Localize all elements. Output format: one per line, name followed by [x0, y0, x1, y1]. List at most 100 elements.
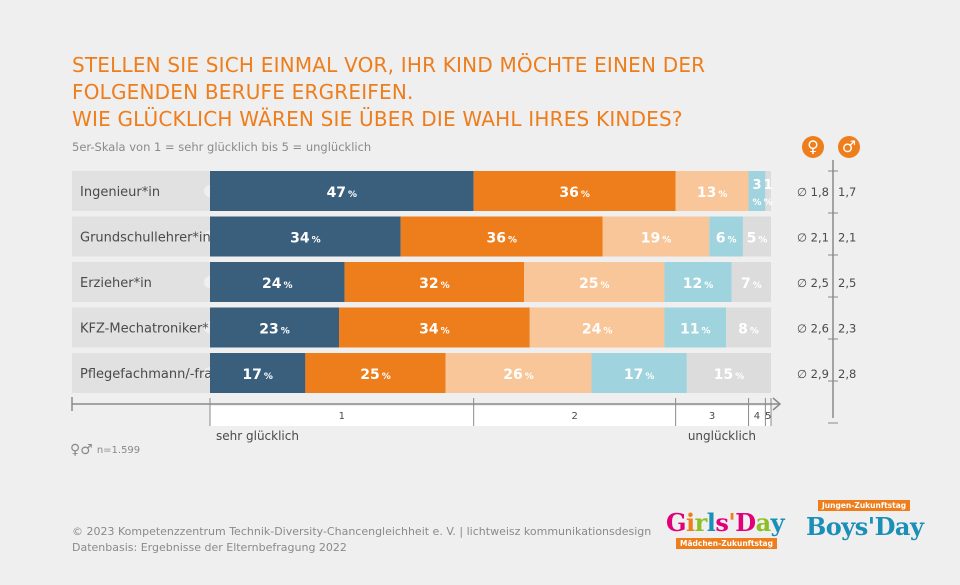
category-label: Erzieher*in — [80, 276, 152, 291]
scale-tick-label: 4 — [754, 411, 760, 422]
mean-male: 2,5 — [838, 276, 856, 290]
girls-day-letter: l — [706, 508, 716, 537]
bar-segment — [210, 171, 474, 211]
data-label: 11% — [680, 322, 711, 338]
chart-subtitle: 5er-Skala von 1 = sehr glücklich bis 5 =… — [72, 140, 372, 154]
data-label: 36% — [486, 231, 517, 247]
data-label: 26% — [503, 367, 534, 383]
data-label: 24% — [262, 276, 293, 292]
category-label: Pflegefachmann/-frau — [80, 367, 221, 382]
bar-segment — [524, 262, 665, 302]
data-label: 7% — [741, 276, 762, 292]
boys-day-wordmark: Boys'Day — [806, 512, 924, 541]
data-label: 34% — [290, 231, 321, 247]
data-source-text: Datenbasis: Ergebnisse der Elternbefragu… — [72, 541, 347, 554]
bar-segment — [529, 307, 665, 348]
bar-segment — [664, 307, 727, 348]
data-label: 17% — [242, 367, 273, 383]
scale-low-label: sehr glücklich — [216, 429, 299, 443]
girls-day-letter: i — [686, 508, 695, 537]
title-line: FOLGENDEN BERUFE ERGREIFEN. — [72, 80, 414, 104]
category-label: Grundschullehrer*in — [80, 231, 211, 246]
girls-day-letter: s — [715, 508, 729, 537]
data-label: 34% — [419, 322, 450, 338]
bar-segment — [675, 171, 749, 211]
mean-female: ∅ 2,9 — [797, 367, 829, 381]
bar-segment — [305, 353, 446, 393]
data-label: 13% — [697, 185, 728, 201]
bar-segment — [339, 307, 530, 348]
x-axis-arrow — [772, 397, 782, 411]
bar-segment — [210, 307, 340, 348]
chart-title: STELLEN SIE SICH EINMAL VOR, IHR KIND MÖ… — [72, 52, 772, 133]
mean-male: 2,3 — [838, 322, 856, 336]
mean-male: 2,1 — [838, 231, 856, 245]
gender-symbols-icon: ♀♂ — [70, 442, 93, 458]
data-label: 3 — [752, 178, 761, 193]
bar-segment — [709, 216, 743, 257]
scale-tick-label: 2 — [571, 411, 577, 422]
bar-segment — [445, 353, 592, 393]
sample-size: n=1.599 — [96, 444, 141, 456]
data-label: 1 — [764, 178, 773, 193]
scale-tick-label: 1 — [339, 411, 345, 422]
data-label: 17% — [624, 367, 655, 383]
data-label: 15% — [714, 367, 745, 383]
bar-segment — [726, 307, 771, 348]
data-label: 32% — [419, 276, 450, 292]
data-label: 12% — [683, 276, 714, 292]
boys-day-subtitle: Jungen-Zukunftstag — [818, 500, 911, 511]
bar-segment — [473, 171, 676, 211]
data-label-unit: % — [764, 198, 773, 208]
girls-day-logo: Girls'Day Mädchen-Zukunftstag — [666, 508, 785, 552]
category-label-bg — [72, 307, 210, 348]
data-label: 25% — [360, 367, 391, 383]
bar-segment — [210, 353, 306, 393]
data-label: 25% — [579, 276, 610, 292]
girls-day-wordmark: Girls'Day — [666, 508, 785, 537]
category-label-bg — [72, 262, 210, 302]
bar-segment — [765, 171, 771, 211]
data-label: 24% — [582, 322, 613, 338]
data-label: 8% — [738, 322, 759, 338]
boys-day-logo: Jungen-Zukunftstag Boys'Day — [800, 500, 924, 544]
female-icon: ♀ — [802, 136, 824, 158]
mean-male: 2,8 — [838, 367, 856, 381]
bar-segment — [664, 262, 732, 302]
category-label: Ingenieur*in — [80, 185, 160, 200]
data-label: 36% — [559, 185, 590, 201]
girls-day-letter: G — [666, 508, 687, 537]
copyright-text: © 2023 Kompetenzzentrum Technik-Diversit… — [72, 525, 652, 538]
bar-segment — [602, 216, 710, 257]
category-label: KFZ-Mechatroniker*in — [80, 322, 221, 337]
bar-segment — [731, 262, 771, 302]
bar-segment — [591, 353, 687, 393]
girls-day-letter: a — [755, 508, 772, 537]
footer: © 2023 Kompetenzzentrum Technik-Diversit… — [72, 524, 651, 556]
girls-day-subtitle: Mädchen-Zukunftstag — [676, 538, 777, 549]
bar-segment — [400, 216, 603, 257]
bar-segment — [686, 353, 771, 393]
title-line: WIE GLÜCKLICH WÄREN SIE ÜBER DIE WAHL IH… — [72, 107, 683, 131]
mean-female: ∅ 2,1 — [797, 231, 829, 245]
category-label-bg — [72, 171, 210, 211]
sample-size-note: ♀♂ n=1.599 — [70, 442, 140, 458]
mean-female: ∅ 2,5 — [797, 276, 829, 290]
girls-day-letter: r — [694, 508, 708, 537]
mean-male: 1,7 — [838, 185, 856, 199]
scale-tick-label: 3 — [709, 411, 715, 422]
mean-female: ∅ 2,6 — [797, 322, 829, 336]
bar-segment — [748, 171, 766, 211]
girls-day-letter: y — [770, 508, 785, 537]
scale-high-label: unglücklich — [688, 429, 756, 443]
girls-day-letter: D — [735, 508, 756, 537]
category-label-bg — [72, 353, 210, 393]
scale-tick-label: 5 — [765, 411, 771, 422]
bar-segment — [210, 216, 401, 257]
mean-female: ∅ 1,8 — [797, 185, 829, 199]
bar-segment — [210, 262, 345, 302]
title-line: STELLEN SIE SICH EINMAL VOR, IHR KIND MÖ… — [72, 53, 706, 77]
bar-segment — [742, 216, 771, 257]
data-label-unit: % — [752, 198, 761, 208]
